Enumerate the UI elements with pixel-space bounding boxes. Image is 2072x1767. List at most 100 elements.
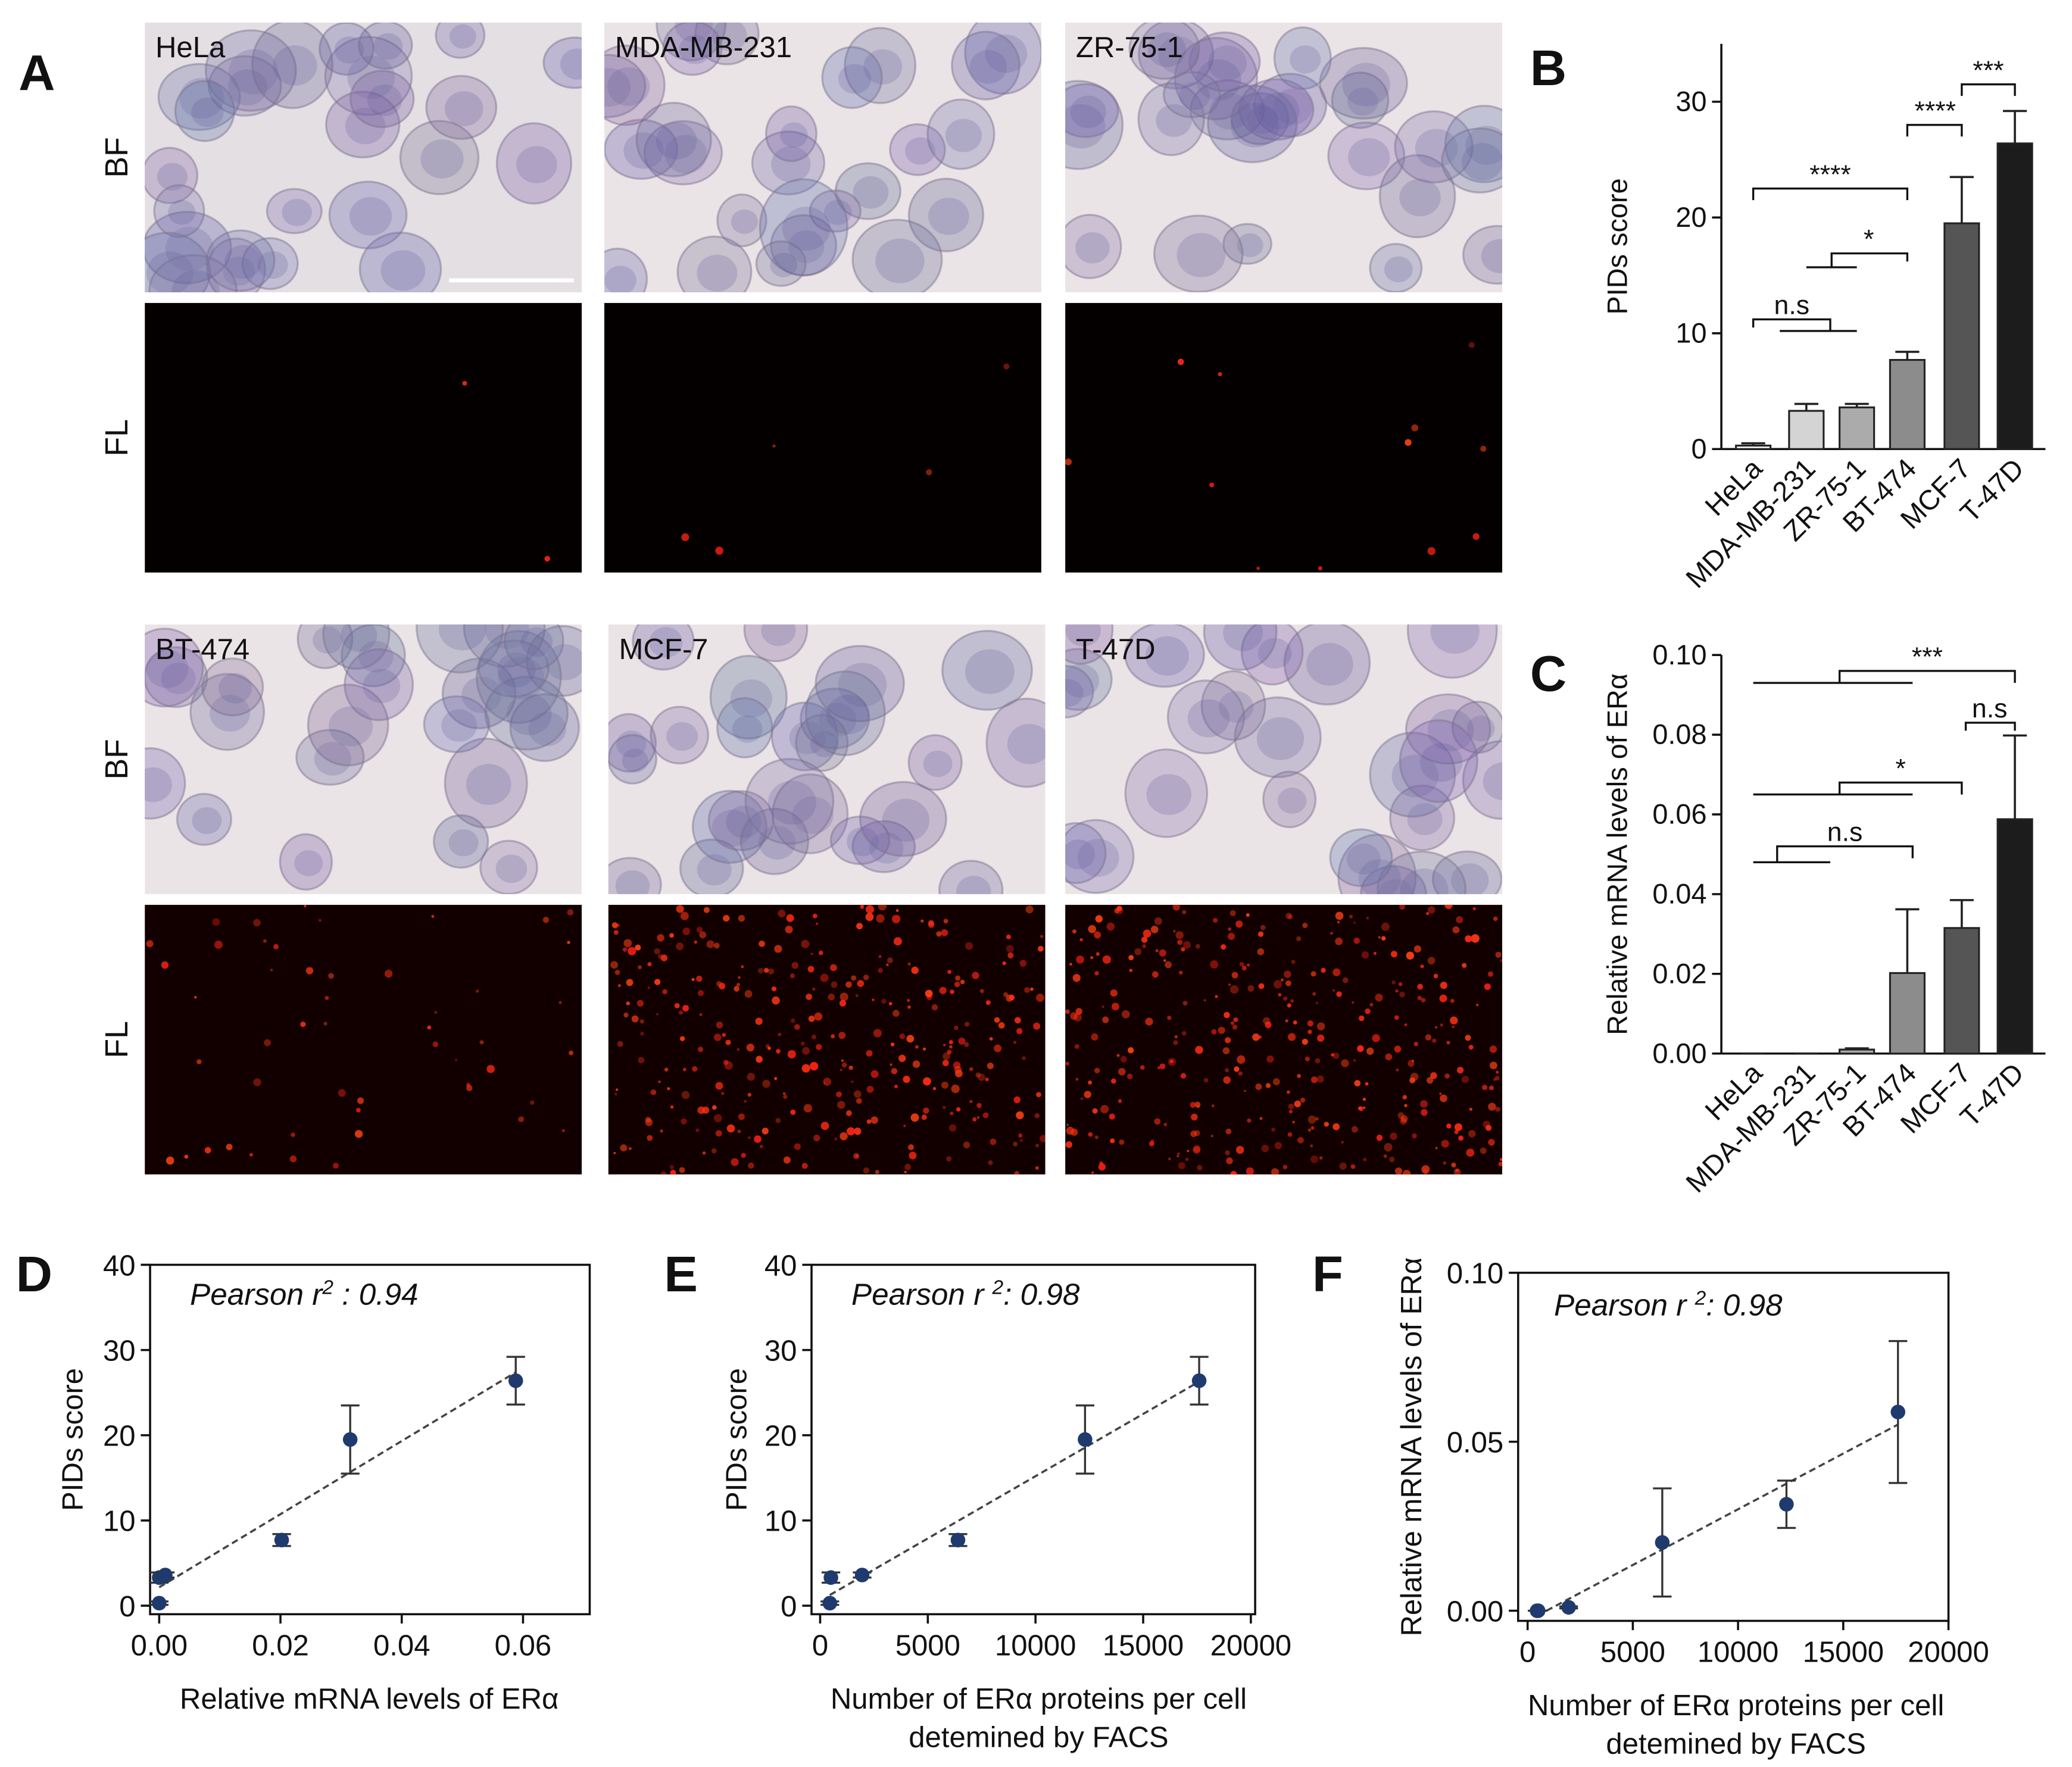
fluorescent-spot (656, 1013, 659, 1016)
fluorescent-spot (851, 975, 857, 981)
fluorescent-spot (1075, 1078, 1079, 1081)
fluorescent-spot (873, 1029, 882, 1038)
fluorescent-spot (1110, 1138, 1115, 1144)
nucleus (367, 84, 402, 117)
fluorescent-spot (767, 1046, 771, 1050)
nucleus (314, 742, 351, 776)
fluorescent-spot (654, 979, 661, 985)
fluorescent-spot (226, 1144, 233, 1151)
fluorescent-spot (1318, 566, 1323, 571)
fluorescent-spot (988, 1160, 993, 1165)
fluorescent-spot (1500, 959, 1502, 963)
brightfield-image (604, 22, 1041, 292)
fluorescent-spot (1310, 1126, 1315, 1130)
fluorescent-spot (954, 1025, 959, 1031)
cell (1065, 822, 1107, 884)
fluorescent-spot (954, 981, 960, 988)
error-bar (1895, 351, 1920, 360)
fluorescent-spot (715, 547, 723, 555)
fluorescent-spot (994, 1017, 1000, 1023)
fluorescent-spot (691, 978, 695, 981)
nucleus (697, 254, 738, 292)
annotation-part: : 0.94 (333, 1277, 419, 1311)
cell (475, 630, 562, 724)
cell (844, 27, 917, 104)
fluorescent-spot (848, 1065, 853, 1070)
x-tick-label: 0.02 (252, 1630, 309, 1662)
fluorescent-spot (253, 919, 261, 927)
bar (1788, 410, 1825, 450)
panel-letter: B (1530, 39, 1567, 96)
fluorescent-spot (614, 970, 620, 975)
nucleus (171, 270, 220, 292)
fluorescent-spot (721, 1091, 725, 1095)
fluorescent-spot (831, 981, 838, 988)
fluorescent-spot (903, 1124, 906, 1128)
micrograph: MDA-MB-231 (604, 22, 1041, 292)
fluorescent-spot (936, 931, 942, 937)
cell (1273, 26, 1332, 90)
fluorescent-spot (1228, 983, 1231, 986)
fluorescent-spot (1383, 1154, 1387, 1158)
fluorescent-spot (1016, 1028, 1023, 1035)
cell (1399, 719, 1478, 803)
cell (650, 705, 710, 765)
cell (1166, 679, 1246, 755)
nucleus (1177, 233, 1226, 277)
fluorescent-spot (1014, 1170, 1019, 1175)
fluorescent-spot (948, 1039, 953, 1045)
fluorescent-spot (1257, 931, 1264, 937)
fluorescent-spot (1036, 1092, 1041, 1098)
fluorescent-spot (1013, 1141, 1018, 1147)
fluorescent-spot (837, 1101, 845, 1109)
nucleus (965, 649, 1015, 694)
cell (770, 701, 839, 772)
fluorescent-spot (1291, 960, 1296, 964)
y-tick-label: 0.04 (1652, 878, 1706, 909)
fluorescent-spot (194, 996, 197, 999)
fluorescent-spot (1498, 1162, 1502, 1167)
cell (322, 624, 391, 670)
nucleus (1065, 624, 1101, 647)
error-bar (1949, 899, 1974, 928)
fluorescent-spot (640, 1031, 644, 1036)
fluorescent-spot (1072, 974, 1081, 982)
x-tick-label: 20000 (1908, 1637, 1989, 1669)
fluorescent-spot (1412, 1060, 1414, 1062)
cell (1378, 154, 1456, 239)
fluorescent-spot (772, 996, 780, 1005)
fluorescent-spot (950, 989, 954, 994)
fluorescent-spot (1140, 1065, 1145, 1070)
fluorescent-spot (530, 1100, 535, 1105)
nucleus (1347, 88, 1378, 116)
fluorescent-spot (696, 926, 703, 933)
fluorescent-spot (907, 962, 911, 966)
fluorescent-spot (431, 914, 435, 918)
fluorescent-spot (1287, 1003, 1291, 1008)
fluorescent-spot (866, 1085, 874, 1093)
fluorescent-spot (628, 1147, 632, 1150)
fluorescent-spot (894, 1084, 898, 1089)
nucleus (334, 36, 364, 64)
fluorescent-spot (1342, 977, 1349, 984)
fluorescent-spot (912, 1060, 920, 1068)
point (822, 1596, 838, 1611)
panel-letter: D (16, 1245, 52, 1302)
nucleus (498, 657, 545, 700)
cell (325, 90, 401, 159)
fluorescent-spot (1246, 913, 1250, 917)
fluorescent-spot (1310, 1155, 1318, 1163)
fluorescent-spot (943, 1044, 946, 1047)
panel-letter: A (18, 45, 55, 101)
fluorescent-spot (907, 1005, 911, 1009)
nucleus (1223, 624, 1263, 651)
nucleus (1187, 699, 1230, 738)
row-label: FL (99, 1021, 135, 1058)
fluorescent-spot (462, 380, 467, 386)
nucleus (1070, 95, 1106, 129)
y-tick-label: 0.08 (1652, 719, 1706, 750)
fluorescent-spot (851, 1081, 854, 1084)
fluorescent-spot (931, 1004, 938, 1011)
fluorescent-spot (1258, 983, 1265, 989)
fluorescent-spot (811, 1034, 816, 1039)
